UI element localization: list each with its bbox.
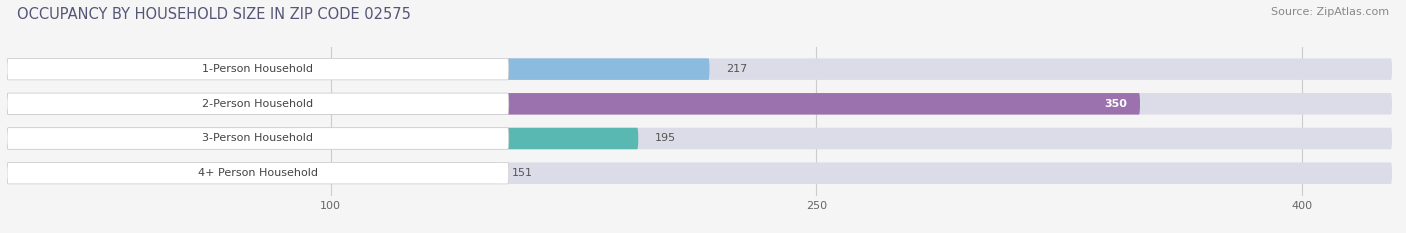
FancyBboxPatch shape (7, 93, 509, 115)
FancyBboxPatch shape (7, 128, 509, 149)
FancyBboxPatch shape (7, 58, 509, 80)
Text: 350: 350 (1104, 99, 1128, 109)
FancyBboxPatch shape (7, 162, 496, 184)
Text: 2-Person Household: 2-Person Household (202, 99, 314, 109)
FancyBboxPatch shape (7, 93, 1392, 115)
FancyBboxPatch shape (7, 58, 710, 80)
FancyBboxPatch shape (7, 162, 1392, 184)
Text: Source: ZipAtlas.com: Source: ZipAtlas.com (1271, 7, 1389, 17)
Text: 4+ Person Household: 4+ Person Household (198, 168, 318, 178)
FancyBboxPatch shape (7, 58, 1392, 80)
Text: 3-Person Household: 3-Person Household (202, 134, 314, 144)
Text: 195: 195 (654, 134, 675, 144)
FancyBboxPatch shape (7, 162, 509, 184)
FancyBboxPatch shape (7, 93, 1140, 115)
Text: 151: 151 (512, 168, 533, 178)
Text: 1-Person Household: 1-Person Household (202, 64, 314, 74)
Text: OCCUPANCY BY HOUSEHOLD SIZE IN ZIP CODE 02575: OCCUPANCY BY HOUSEHOLD SIZE IN ZIP CODE … (17, 7, 411, 22)
FancyBboxPatch shape (7, 128, 638, 149)
FancyBboxPatch shape (7, 128, 1392, 149)
Text: 217: 217 (725, 64, 747, 74)
